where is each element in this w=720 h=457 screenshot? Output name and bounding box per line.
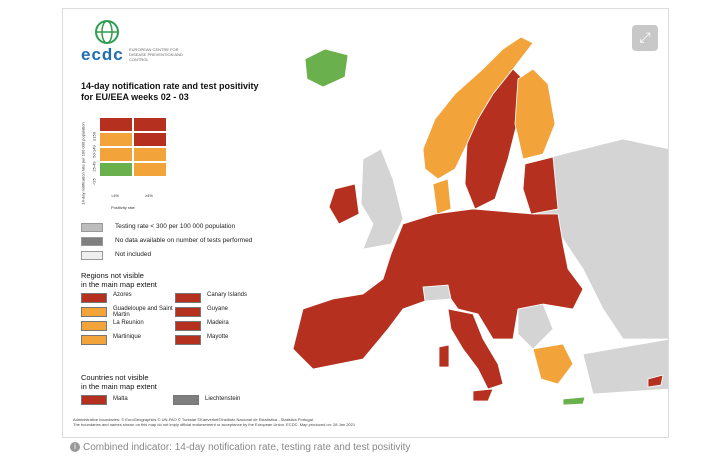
legend-label: Malta [113, 396, 128, 402]
map-title: 14-day notification rate and test positi… [81, 81, 259, 103]
image-caption: i Combined indicator: 14-day notification… [70, 442, 410, 453]
matrix-cell [133, 162, 167, 177]
legend-swatch [81, 335, 107, 345]
map-title-line2: for EU/EEA weeks 02 - 03 [81, 92, 189, 102]
legend-label: Azores [113, 292, 132, 298]
legend-label: Mayotte [207, 334, 229, 340]
legend-swatch [81, 223, 103, 232]
legend-swatch [81, 395, 107, 405]
legend-swatch [81, 293, 107, 303]
legend-label: La Reunion [113, 320, 144, 326]
legend-swatch [175, 293, 201, 303]
matrix-y-tick: ≥150 [91, 132, 97, 141]
matrix-cell [133, 132, 167, 147]
matrix-cell [133, 147, 167, 162]
map-denmark [432, 178, 452, 215]
map-ireland [328, 183, 360, 225]
caption-text: Combined indicator: 14-day notification … [83, 442, 411, 453]
matrix-y-axis-title: 14-day notification rate per 100 000 pop… [80, 122, 86, 205]
legend-label: Not included [115, 251, 152, 258]
europe-map [292, 36, 668, 406]
legend-swatch [173, 395, 199, 405]
info-icon: i [70, 442, 80, 453]
map-greece [532, 343, 574, 385]
map-mainland-eu [292, 208, 584, 370]
legend-swatch [175, 321, 201, 331]
attribution-footer: Administrative boundaries: © EuroGeograp… [73, 417, 356, 427]
matrix-cell [99, 162, 133, 177]
map-sicily [472, 388, 494, 402]
legend-label: Testing rate < 300 per 100 000 populatio… [115, 223, 236, 230]
globe-icon [95, 20, 119, 44]
map-iceland [304, 48, 349, 88]
ecdc-logo-subtitle: EUROPEAN CENTRE FOR DISEASE PREVENTION A… [129, 47, 183, 62]
legend-swatch [81, 251, 103, 260]
map-frame: ecdc EUROPEAN CENTRE FOR DISEASE PREVENT… [62, 8, 669, 438]
legend-label: Martinique [113, 334, 142, 340]
countries-section-title: Countries not visible in the main map ex… [81, 373, 157, 391]
map-uk [360, 148, 404, 250]
legend-swatch [81, 321, 107, 331]
map-italy [447, 308, 504, 390]
legend-swatch [175, 307, 201, 317]
matrix-cell [133, 117, 167, 132]
map-baltics [522, 156, 559, 215]
legend-label: Guyane [207, 306, 229, 312]
legend-label: Madeira [207, 320, 229, 326]
matrix-cell [99, 132, 133, 147]
legend-label: No data available on number of tests per… [115, 237, 253, 244]
map-title-line1: 14-day notification rate and test positi… [81, 81, 259, 91]
map-turkey [582, 338, 668, 395]
map-balkans-non-eu [517, 303, 554, 350]
legend-swatch [81, 237, 103, 246]
expand-arrows-icon: ⤢ [639, 29, 651, 45]
matrix-x-axis-title: Positivity rate [111, 205, 135, 210]
map-crete [562, 396, 586, 406]
legend-swatch [175, 335, 201, 345]
expand-button[interactable]: ⤢ [632, 25, 658, 51]
matrix-cell [99, 117, 133, 132]
map-sardinia [438, 344, 450, 368]
matrix-cell [99, 147, 133, 162]
legend-label: Guadeloupe and Saint Martin [113, 306, 173, 318]
ecdc-logo-text: ecdc [81, 45, 124, 64]
legend-label: Liechtenstein [205, 396, 241, 402]
regions-section-title: Regions not visible in the main map exte… [81, 271, 157, 289]
map-switzerland [422, 284, 452, 302]
legend-swatch [81, 307, 107, 317]
legend-label: Canary Islands [207, 292, 248, 298]
map-cyprus [647, 374, 664, 388]
map-finland [514, 68, 556, 160]
matrix-x-tick: <4% [111, 193, 120, 198]
matrix-x-tick: ≥4% [145, 193, 153, 198]
ecdc-logo: ecdc EUROPEAN CENTRE FOR DISEASE PREVENT… [81, 19, 201, 64]
